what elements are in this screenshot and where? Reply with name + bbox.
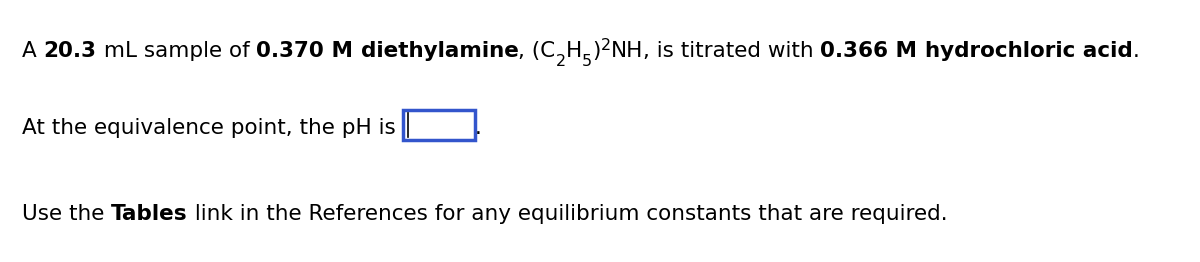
Text: mL sample of: mL sample of — [97, 41, 257, 61]
Text: 2: 2 — [600, 38, 611, 53]
Text: 5: 5 — [582, 54, 592, 69]
Text: H: H — [565, 41, 582, 61]
Text: 0.366: 0.366 — [821, 41, 888, 61]
Text: 20.3: 20.3 — [43, 41, 97, 61]
Text: , (C: , (C — [518, 41, 556, 61]
Text: link in the References for any equilibrium constants that are required.: link in the References for any equilibri… — [188, 204, 948, 224]
Text: .: . — [475, 118, 481, 138]
Text: 0.370: 0.370 — [257, 41, 324, 61]
Text: M: M — [324, 41, 360, 61]
Text: Use the: Use the — [22, 204, 112, 224]
Text: , is titrated with: , is titrated with — [643, 41, 821, 61]
Text: A: A — [22, 41, 43, 61]
Text: ): ) — [592, 41, 600, 61]
Text: 2: 2 — [556, 54, 565, 69]
Text: .: . — [1133, 41, 1140, 61]
Text: hydrochloric acid: hydrochloric acid — [925, 41, 1133, 61]
Text: M: M — [888, 41, 925, 61]
Text: diethylamine: diethylamine — [360, 41, 518, 61]
Text: NH: NH — [611, 41, 643, 61]
Text: At the equivalence point, the pH is: At the equivalence point, the pH is — [22, 118, 403, 138]
Text: Tables: Tables — [112, 204, 188, 224]
